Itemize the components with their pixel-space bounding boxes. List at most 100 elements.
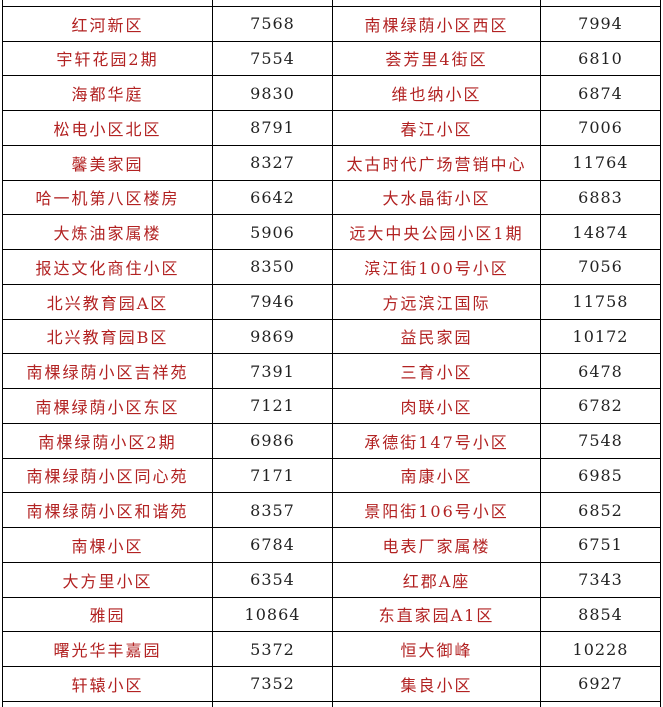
- community-name-cell: 报达文化商住小区: [2, 249, 213, 285]
- table-row: 哈一机第八区楼房 6642 大水晶街小区 6883: [2, 179, 661, 216]
- community-name-cell: 大炼油家属楼: [2, 214, 213, 250]
- price-value-cell: 7121: [212, 388, 333, 424]
- table-row: 宇轩花园2期 7554 荟芳里4街区 6810: [2, 40, 661, 77]
- price-value-cell: 14874: [540, 214, 661, 250]
- price-value-cell: 6986: [212, 422, 333, 459]
- community-name-cell: 维也纳小区: [332, 75, 541, 111]
- table-row: 南棵绿荫小区吉祥苑 7391 三育小区 6478: [2, 353, 661, 389]
- community-name-cell: 远大中央公园小区1期: [332, 214, 541, 250]
- community-name-cell: 南棵绿荫小区和谐苑: [2, 492, 213, 528]
- community-name-cell: 滨江街100号小区: [332, 249, 541, 285]
- table-row: 南棵绿荫小区同心苑 7171 南康小区 6985: [2, 457, 661, 494]
- price-value-cell: 6642: [212, 179, 333, 216]
- price-value-cell: [212, 700, 333, 707]
- price-value-cell: 6927: [540, 666, 661, 702]
- price-value-cell: 10228: [540, 631, 661, 667]
- price-value-cell: 6478: [540, 353, 661, 389]
- price-value-cell: 11758: [540, 283, 661, 320]
- price-value-cell: 7343: [540, 561, 661, 598]
- price-value-cell: 7171: [212, 457, 333, 494]
- price-value-cell: 7006: [540, 110, 661, 146]
- price-value-cell: 8854: [540, 596, 661, 633]
- price-value-cell: 7352: [212, 666, 333, 702]
- community-name-cell: 春江小区: [332, 110, 541, 146]
- price-value-cell: 9830: [212, 75, 333, 111]
- table-row: 北兴教育园B区 9869 益民家园 10172: [2, 318, 661, 355]
- community-name-cell: 南棵绿荫小区东区: [2, 388, 213, 424]
- community-name-cell: 恒大御峰: [332, 631, 541, 667]
- community-name-cell: 红河新区: [2, 5, 213, 42]
- price-value-cell: 7946: [212, 283, 333, 320]
- price-value-cell: 6782: [540, 388, 661, 424]
- community-name-cell: [2, 700, 213, 707]
- community-name-cell: 南棵绿荫小区西区: [332, 5, 541, 42]
- community-name-cell: 北兴教育园B区: [2, 318, 213, 355]
- community-name-cell: 馨美家园: [2, 144, 213, 181]
- community-name-cell: [332, 700, 541, 707]
- price-value-cell: 8357: [212, 492, 333, 528]
- price-value-cell: [540, 700, 661, 707]
- partial-row-bottom: [2, 700, 661, 707]
- price-value-cell: 6883: [540, 179, 661, 216]
- community-name-cell: 东直家园A1区: [332, 596, 541, 633]
- price-value-cell: 8350: [212, 249, 333, 285]
- community-name-cell: 三育小区: [332, 353, 541, 389]
- price-value-cell: 6852: [540, 492, 661, 528]
- price-value-cell: 8791: [212, 110, 333, 146]
- community-name-cell: 南康小区: [332, 457, 541, 494]
- community-name-cell: 轩辕小区: [2, 666, 213, 702]
- price-value-cell: 7554: [212, 40, 333, 77]
- community-name-cell: 北兴教育园A区: [2, 283, 213, 320]
- table-row: 南棵绿荫小区和谐苑 8357 景阳街106号小区 6852: [2, 492, 661, 528]
- table-row: 报达文化商住小区 8350 滨江街100号小区 7056: [2, 249, 661, 285]
- table-row: 大炼油家属楼 5906 远大中央公园小区1期 14874: [2, 214, 661, 250]
- community-name-cell: 南棵绿荫小区2期: [2, 422, 213, 459]
- price-value-cell: 7568: [212, 5, 333, 42]
- price-value-cell: 6985: [540, 457, 661, 494]
- community-name-cell: 红郡A座: [332, 561, 541, 598]
- community-name-cell: 南棵绿荫小区吉祥苑: [2, 353, 213, 389]
- community-name-cell: 方远滨江国际: [332, 283, 541, 320]
- price-value-cell: 6354: [212, 561, 333, 598]
- table-row: 松电小区北区 8791 春江小区 7006: [2, 110, 661, 146]
- table-row: 雅园 10864 东直家园A1区 8854: [2, 596, 661, 633]
- community-name-cell: 南棵小区: [2, 527, 213, 563]
- community-name-cell: 南棵绿荫小区同心苑: [2, 457, 213, 494]
- table-row: 南棵小区 6784 电表厂家属楼 6751: [2, 527, 661, 563]
- price-value-cell: 6810: [540, 40, 661, 77]
- table-row: 轩辕小区 7352 集良小区 6927: [2, 666, 661, 702]
- price-value-cell: 9869: [212, 318, 333, 355]
- table-row: 海都华庭 9830 维也纳小区 6874: [2, 75, 661, 111]
- table-row: 南棵绿荫小区东区 7121 肉联小区 6782: [2, 388, 661, 424]
- community-name-cell: 大水晶街小区: [332, 179, 541, 216]
- community-name-cell: 荟芳里4街区: [332, 40, 541, 77]
- table-row: 北兴教育园A区 7946 方远滨江国际 11758: [2, 283, 661, 320]
- community-name-cell: 集良小区: [332, 666, 541, 702]
- table-row: 大方里小区 6354 红郡A座 7343: [2, 561, 661, 598]
- price-value-cell: 7994: [540, 5, 661, 42]
- price-value-cell: 7391: [212, 353, 333, 389]
- price-value-cell: 10864: [212, 596, 333, 633]
- community-name-cell: 景阳街106号小区: [332, 492, 541, 528]
- community-name-cell: 承德街147号小区: [332, 422, 541, 459]
- community-name-cell: 海都华庭: [2, 75, 213, 111]
- community-name-cell: 宇轩花园2期: [2, 40, 213, 77]
- community-name-cell: 电表厂家属楼: [332, 527, 541, 563]
- price-value-cell: 6874: [540, 75, 661, 111]
- price-value-cell: 5906: [212, 214, 333, 250]
- price-value-cell: 6751: [540, 527, 661, 563]
- price-value-cell: 5372: [212, 631, 333, 667]
- community-name-cell: 肉联小区: [332, 388, 541, 424]
- table-body: 红河新区 7568 南棵绿荫小区西区 7994 宇轩花园2期 7554 荟芳里4…: [2, 5, 661, 702]
- table-row: 曙光华丰嘉园 5372 恒大御峰 10228: [2, 631, 661, 667]
- community-name-cell: 曙光华丰嘉园: [2, 631, 213, 667]
- community-name-cell: 太古时代广场营销中心: [332, 144, 541, 181]
- community-name-cell: 大方里小区: [2, 561, 213, 598]
- community-name-cell: 松电小区北区: [2, 110, 213, 146]
- community-name-cell: 雅园: [2, 596, 213, 633]
- community-name-cell: 益民家园: [332, 318, 541, 355]
- table-row: 红河新区 7568 南棵绿荫小区西区 7994: [2, 5, 661, 42]
- price-value-cell: 7548: [540, 422, 661, 459]
